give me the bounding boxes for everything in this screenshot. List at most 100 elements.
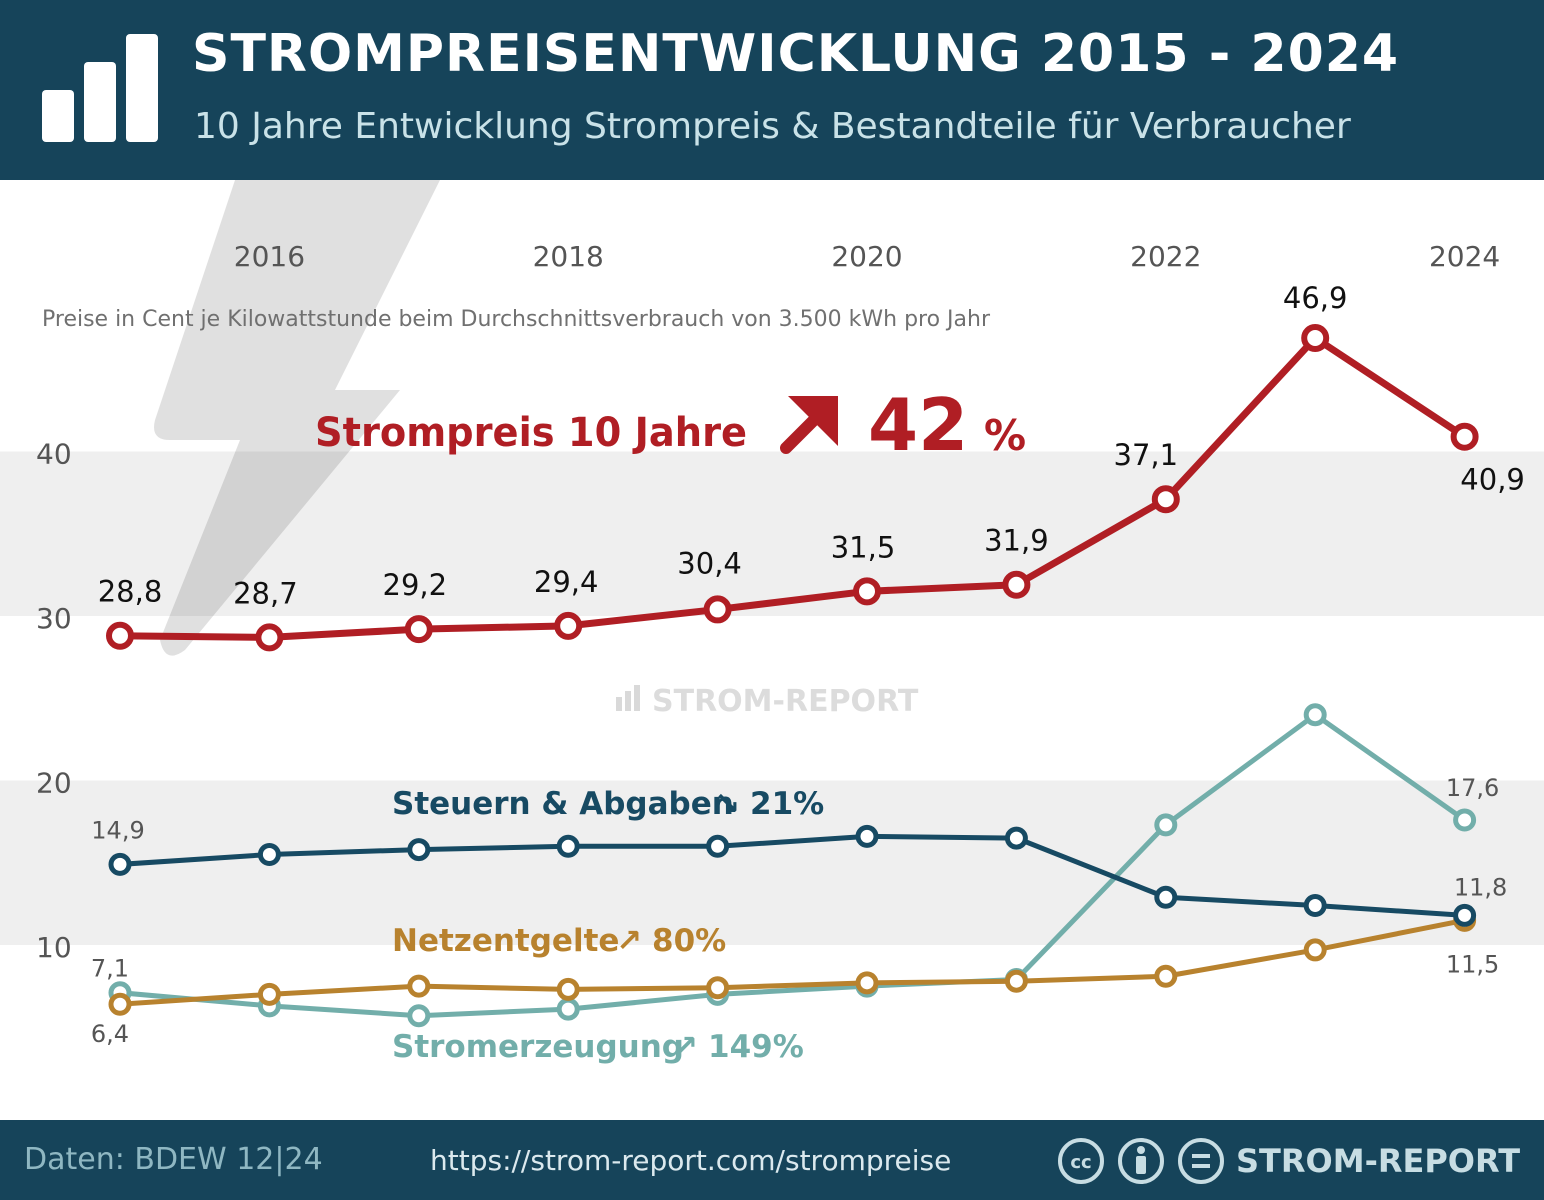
series-line-strompreis [116,334,1469,641]
header-banner: STROMPREISENTWICKLUNG 2015 - 2024 10 Jah… [0,0,1544,180]
data-label-steuern: 11,8 [1454,873,1507,901]
nd-icon [1178,1138,1224,1184]
data-point-steuern [1154,885,1178,909]
data-label-netzentgelte: 6,4 [91,1020,129,1048]
data-point-strompreis [554,611,583,640]
data-label-strompreis: 30,4 [677,546,742,580]
data-point-steuern [706,834,730,858]
data-point-stromerzeugung [1303,703,1327,727]
x-tick-label: 2018 [533,240,604,273]
data-point-strompreis [106,621,134,650]
legend-netzentgelte-arrow: ↗ [616,923,642,959]
x-tick-label: 2024 [1429,240,1500,273]
y-tick-label: 30 [36,602,72,635]
data-point-steuern [1453,903,1477,927]
headline: Strompreis 10 Jahre 42 % [315,383,1026,467]
data-point-netzentgelte [108,992,132,1016]
bar-chart-icon [42,34,158,142]
data-label-strompreis: 29,4 [534,565,599,599]
data-point-steuern [855,824,879,848]
data-point-steuern [108,852,132,876]
series-steuern: 14,9 11,8 [91,816,1507,927]
series-line-steuern [117,833,1468,918]
cc-icon: cc [1058,1138,1104,1184]
data-point-stromerzeugung [1453,808,1477,832]
y-tick-label: 40 [36,438,72,471]
headline-unit: % [984,411,1026,460]
headline-value: 42 [868,383,968,467]
legend-steuern-change: 21% [750,786,824,822]
data-label-strompreis: 40,9 [1460,463,1525,497]
data-point-netzentgelte [257,982,281,1006]
x-tick-label: 2022 [1130,240,1201,273]
data-point-strompreis [703,595,732,624]
data-point-netzentgelte [855,971,879,995]
y-tick-label: 10 [36,931,72,964]
data-label-netzentgelte: 11,5 [1446,950,1499,978]
y-axis: 10 20 30 40 [36,438,72,965]
grid-band-0 [0,780,1544,945]
data-point-strompreis [1151,485,1180,514]
data-point-strompreis [404,615,433,644]
grid-bands [0,451,1544,945]
x-tick-label: 2016 [234,240,305,273]
series-line-netzentgelte [117,917,1468,1007]
legend-stromerzeugung-change: 149% [708,1029,804,1065]
data-point-strompreis [1301,323,1330,352]
footer: Daten: BDEW 12|24 https://strom-report.c… [0,1120,1544,1200]
lightning-bolt-graphic [154,180,440,656]
line-chart: STROM-REPORT 2016 2018 2020 2022 2024 10 20 30… [0,180,1544,1065]
x-tick-label: 2020 [831,240,902,273]
data-point-stromerzeugung [407,1004,431,1028]
headline-label: Strompreis 10 Jahre [315,410,747,456]
data-label-stromerzeugung: 17,6 [1446,774,1499,802]
data-label-strompreis: 29,2 [383,568,448,602]
data-label-strompreis: 28,8 [98,575,163,609]
y-tick-label: 20 [36,767,72,800]
data-label-steuern: 14,9 [91,816,144,844]
legend-netzentgelte-label: Netzentgelte [392,923,619,959]
data-point-netzentgelte [556,977,580,1001]
chart-note: Preise in Cent je Kilowattstunde beim Du… [42,307,991,332]
data-point-steuern [1303,894,1327,918]
data-point-netzentgelte [1154,964,1178,988]
arrow-up-right-icon [780,396,838,454]
legend-steuern: Steuern & Abgaben ↘ 21% [392,786,824,822]
data-point-strompreis [1450,422,1479,451]
data-point-strompreis [255,623,284,652]
data-label-strompreis: 31,5 [831,530,896,564]
page-subtitle: 10 Jahre Entwicklung Strompreis & Bestan… [194,106,1351,147]
data-point-steuern [556,834,580,858]
watermark: STROM-REPORT [616,684,919,719]
legend-stromerzeugung-label: Stromerzeugung [392,1029,684,1065]
data-point-netzentgelte [1004,969,1028,993]
series-layer: 7,1 17,6 6,4 11,5 14,9 11,8 28,8 28,7 29,2 29,4 30… [91,281,1525,1048]
by-icon [1118,1138,1164,1184]
data-point-steuern [1004,826,1028,850]
legend-steuern-arrow: ↘ [714,786,740,822]
data-point-strompreis [853,577,881,606]
data-label-strompreis: 28,7 [233,576,298,610]
data-point-netzentgelte [706,976,730,1000]
legend-stromerzeugung: Stromerzeugung ↗ 149% [392,1029,804,1065]
data-point-strompreis [1002,570,1031,599]
data-point-netzentgelte [1303,938,1327,962]
license-icons: cc [1058,1138,1224,1184]
legend-steuern-label: Steuern & Abgaben [392,786,734,822]
legend-netzentgelte-change: 80% [652,923,726,959]
grid-band-1 [0,451,1544,616]
legend-netzentgelte: Netzentgelte ↗ 80% [392,923,726,959]
data-point-stromerzeugung [1154,813,1178,837]
x-axis: 2016 2018 2020 2022 2024 [234,240,1500,273]
watermark-text: STROM-REPORT [652,684,919,719]
brand-name: STROM-REPORT [1236,1142,1521,1180]
data-label-strompreis: 46,9 [1283,281,1348,315]
series-strompreis: 28,8 28,7 29,2 29,4 30,4 31,5 31,9 37,1 46,9 40,9 [98,281,1525,652]
series-line-stromerzeugung [117,712,1468,1019]
data-label-strompreis: 31,9 [984,524,1049,558]
source-url-link[interactable]: https://strom-report.com/strompreise [430,1144,952,1177]
data-source: Daten: BDEW 12|24 [24,1142,323,1177]
svg-text:cc: cc [1070,1152,1091,1173]
data-label-stromerzeugung: 7,1 [91,955,129,983]
data-point-netzentgelte [407,974,431,998]
